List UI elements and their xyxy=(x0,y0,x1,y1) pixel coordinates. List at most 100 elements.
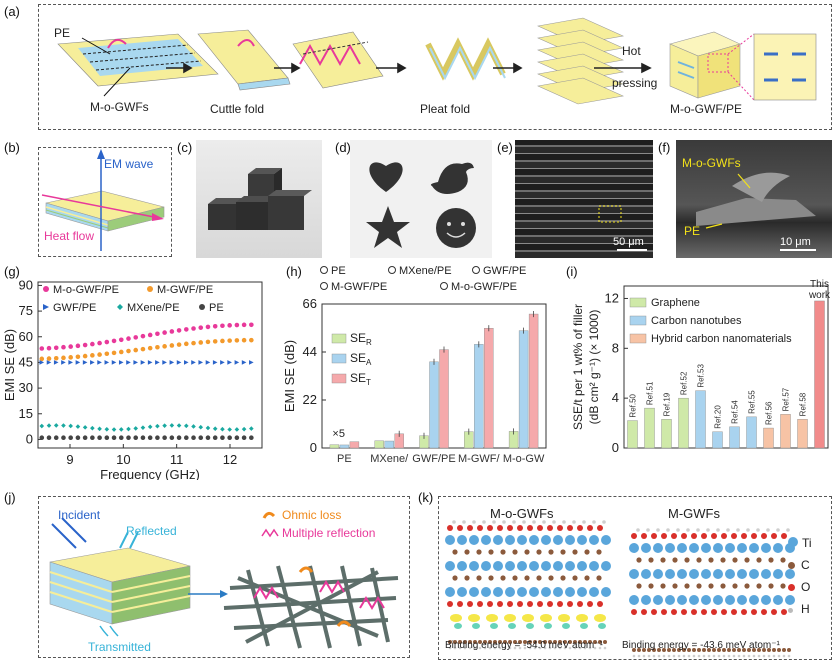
data-point xyxy=(198,325,204,330)
y-tick-label: 0 xyxy=(26,431,33,446)
this-work-label-2: work xyxy=(808,290,831,301)
data-point xyxy=(46,423,52,428)
h-atom xyxy=(666,528,670,532)
pe-h-atom xyxy=(548,646,552,650)
pe-h-atom xyxy=(498,646,502,650)
ti-atom xyxy=(589,561,599,571)
data-point xyxy=(97,340,102,346)
legend-label: MXene/PE xyxy=(127,302,180,314)
bar xyxy=(797,419,808,449)
charge-density xyxy=(598,623,606,629)
data-point xyxy=(212,339,218,344)
ti-atom xyxy=(529,561,539,571)
pe-h-atom xyxy=(573,646,577,650)
h-atom xyxy=(676,528,680,532)
c-atom xyxy=(780,557,786,563)
legend-ti: Ti xyxy=(788,536,812,558)
c-atom xyxy=(744,557,750,563)
y-tick-label: 44 xyxy=(303,344,317,359)
ti-atom xyxy=(445,587,455,597)
o-atom xyxy=(761,609,767,615)
h-atom xyxy=(532,520,536,524)
c-atom xyxy=(684,557,690,563)
panel-f-scale-bar-label: 10 μm xyxy=(780,236,811,248)
bar xyxy=(678,397,689,449)
panel-h-label: (h) xyxy=(286,264,302,279)
pe-c-atom xyxy=(503,640,507,644)
data-point xyxy=(90,425,95,431)
charge-density xyxy=(558,614,570,622)
o-atom xyxy=(721,533,727,539)
c-atom xyxy=(708,557,714,563)
ti-atom xyxy=(725,543,735,553)
charge-density xyxy=(540,614,552,622)
legend-label: M-o-GWF/PE xyxy=(451,281,517,293)
o-atom xyxy=(701,609,707,615)
pe-c-atom xyxy=(782,648,786,652)
c-atom xyxy=(584,575,590,581)
data-point xyxy=(227,323,232,328)
pe-h-atom xyxy=(712,654,716,658)
data-point xyxy=(234,435,240,441)
charge-density xyxy=(508,623,516,629)
data-point xyxy=(140,333,146,339)
pe-c-atom xyxy=(488,640,492,644)
pe-c-atom xyxy=(458,640,462,644)
data-point xyxy=(140,360,146,365)
pe-c-atom xyxy=(657,648,661,652)
data-point xyxy=(220,360,225,365)
o-atom xyxy=(517,601,523,607)
panel-f-mgwfs-label: M-o-GWFs xyxy=(682,156,741,170)
pe-h-atom xyxy=(732,654,736,658)
legend-o: O xyxy=(788,580,812,602)
c-atom xyxy=(768,583,774,589)
h-atom xyxy=(636,528,640,532)
ti-atom xyxy=(577,561,587,571)
o-atom xyxy=(567,601,573,607)
c-atom xyxy=(636,583,642,589)
pe-h-atom xyxy=(493,646,497,650)
bar xyxy=(729,426,740,449)
data-point xyxy=(90,360,95,365)
data-point xyxy=(53,355,59,361)
y-tick-label: 60 xyxy=(19,329,33,344)
legend-label: PE xyxy=(331,265,346,277)
panel-a-pleat-label: Pleat fold xyxy=(420,102,471,116)
panel-g-emi-frequency-chart: 0 15 30 45 60 75 90 9 10 11 12 Frequency (GHz) EMI S… xyxy=(2,277,263,480)
o-atom xyxy=(457,525,463,531)
pe-h-atom xyxy=(473,646,477,650)
charge-density xyxy=(450,614,462,622)
ti-atom xyxy=(505,587,515,597)
data-point xyxy=(241,337,247,343)
o-atom xyxy=(547,525,553,531)
pe-h-atom xyxy=(692,654,696,658)
h-atom xyxy=(572,520,576,524)
bar xyxy=(384,440,394,449)
legend-icon xyxy=(320,266,328,274)
pe-c-atom xyxy=(667,648,671,652)
ti-atom xyxy=(457,561,467,571)
pe-h-atom xyxy=(533,646,537,650)
pe-h-atom xyxy=(752,654,756,658)
data-point xyxy=(162,435,167,441)
y-tick-label: 0 xyxy=(310,440,317,455)
o-atom xyxy=(547,601,553,607)
data-point xyxy=(162,423,167,428)
c-atom xyxy=(780,583,786,589)
pe-c-atom xyxy=(478,640,482,644)
data-point xyxy=(46,356,52,361)
y-axis-label-2: (dB cm² g⁻¹) (× 1000) xyxy=(587,310,601,425)
data-point xyxy=(155,344,160,350)
data-point xyxy=(205,360,211,365)
c-atom xyxy=(720,557,726,563)
ti-atom xyxy=(689,543,699,553)
data-point xyxy=(162,360,167,365)
o-atom xyxy=(661,533,667,539)
data-point xyxy=(147,435,153,441)
panel-b-label: (b) xyxy=(4,140,20,155)
pe-c-atom xyxy=(533,640,537,644)
h-atom xyxy=(552,520,556,524)
o-atom xyxy=(597,525,603,531)
c-atom xyxy=(720,583,726,589)
pe-h-atom xyxy=(463,646,467,650)
